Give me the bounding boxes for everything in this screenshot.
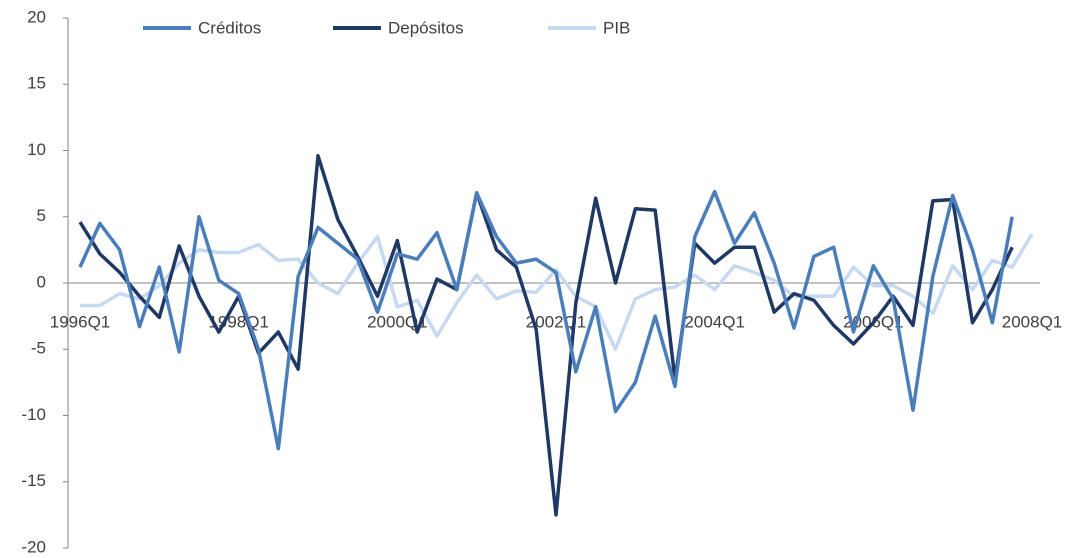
x-tick-label: 2002Q1 (526, 312, 587, 331)
y-tick-label: -15 (21, 471, 46, 490)
series-line (78, 154, 1014, 517)
y-tick-label: -20 (21, 537, 46, 556)
y-tick-label: 20 (27, 7, 46, 26)
x-tick-label: 2008Q1 (1002, 312, 1063, 331)
y-tick-label: 10 (27, 140, 46, 159)
x-tick-label: 1996Q1 (50, 312, 111, 331)
x-tick-label: 2004Q1 (684, 312, 745, 331)
series-line (78, 189, 1014, 451)
y-tick-label: 15 (27, 74, 46, 93)
legend-label: Créditos (198, 18, 261, 37)
legend-label: Depósitos (388, 18, 464, 37)
series-line (80, 233, 1034, 351)
y-tick-label: 0 (37, 272, 46, 291)
y-tick-label: -5 (31, 339, 46, 358)
legend-label: PIB (603, 18, 630, 37)
y-tick-label: 5 (37, 206, 46, 225)
y-tick-label: -10 (21, 405, 46, 424)
